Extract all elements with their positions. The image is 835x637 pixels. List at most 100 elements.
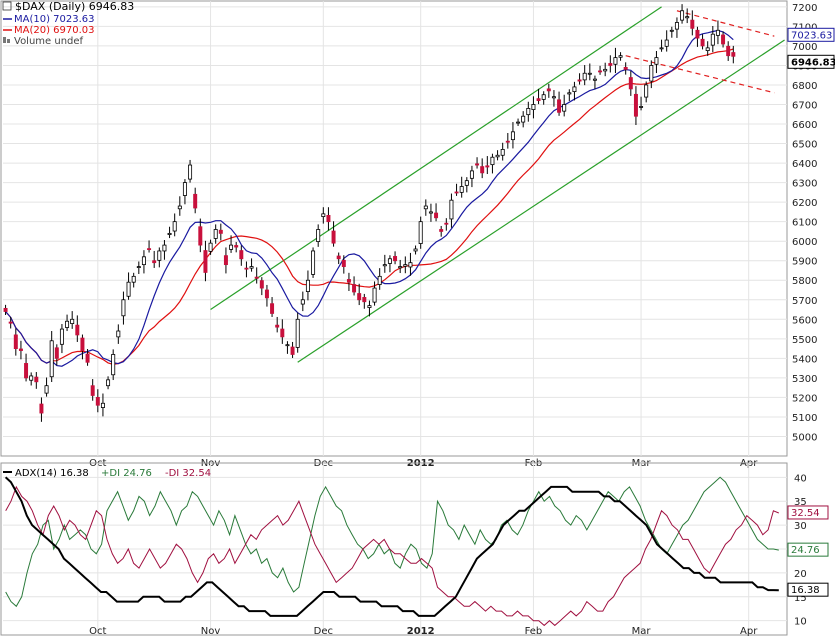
candle-up	[428, 211, 433, 214]
adx-x-tick-label: Nov	[201, 626, 221, 637]
price-y-tick-label: 7200	[792, 3, 817, 14]
candle-up	[177, 205, 182, 210]
price-trendlines	[210, 6, 785, 363]
candle-up	[136, 266, 141, 268]
candle-down	[352, 284, 357, 293]
candle-down	[3, 307, 8, 312]
adx-legend: ADX(14) 16.38 +DI 24.76 -DI 32.54	[3, 468, 211, 479]
candle-up	[229, 244, 234, 250]
candle-down	[608, 63, 613, 66]
candle-down	[244, 267, 249, 270]
candle-up	[167, 232, 172, 235]
price-y-tick-label: 5900	[792, 257, 817, 268]
candle-down	[259, 280, 264, 289]
candle-down	[152, 260, 157, 264]
candle-up	[49, 340, 54, 378]
candle-down	[505, 140, 510, 143]
candle-down	[444, 222, 449, 225]
candle-up	[182, 182, 187, 196]
candle-up	[710, 33, 715, 46]
minus-di-legend-label: -DI 32.54	[165, 468, 211, 479]
candle-down	[54, 347, 59, 359]
candle-down	[13, 334, 18, 349]
adx-x-tick-label: Feb	[525, 626, 543, 637]
adx-x-axis: Oct Nov Dec 2012 Feb Mar Apr	[89, 626, 758, 637]
candle-down	[90, 385, 95, 396]
candle-down	[234, 245, 239, 248]
candle-down	[8, 321, 13, 324]
adx-tag-box	[787, 505, 829, 520]
candle-up	[644, 84, 649, 98]
candle-down	[357, 293, 362, 301]
candle-up	[100, 402, 105, 408]
candle-down	[18, 348, 23, 351]
candle-up	[213, 229, 218, 239]
candle-down	[439, 229, 444, 232]
candle-down	[341, 259, 346, 267]
candle-up	[526, 108, 531, 116]
price-y-tick-label: 5500	[792, 335, 817, 346]
candle-up	[449, 199, 454, 220]
candle-down	[633, 93, 638, 117]
price-y-tick-label: 6800	[792, 81, 817, 92]
candle-up	[582, 72, 587, 81]
red-dashed-trendline	[625, 55, 775, 94]
candle-up	[157, 250, 162, 261]
candle-down	[695, 29, 700, 39]
candle-up	[680, 10, 685, 21]
candle-down	[39, 403, 44, 414]
last-close-tag: 6946.83	[791, 57, 835, 68]
candle-down	[270, 303, 275, 314]
volume-legend-label: Volume undef	[14, 36, 84, 47]
adx-series-di	[5, 485, 779, 627]
candle-up	[592, 78, 597, 81]
candle-up	[613, 57, 618, 65]
candle-down	[34, 376, 39, 383]
plus-di-legend-label: +DI 24.76	[101, 468, 152, 479]
adx-x-tick-label: Dec	[314, 626, 333, 637]
candle-up	[172, 221, 177, 232]
candle-up	[500, 149, 505, 156]
price-y-tick-label: 6200	[792, 198, 817, 209]
candle-down	[198, 226, 203, 246]
candle-up	[131, 275, 136, 283]
candle-up	[562, 104, 567, 112]
candle-down	[95, 397, 100, 406]
candle-down	[536, 98, 541, 101]
candle-down	[690, 19, 695, 29]
adx-tag-value: 32.54	[791, 508, 820, 519]
price-y-tick-label: 6000	[792, 237, 817, 248]
candle-down	[557, 99, 562, 113]
candle-up	[29, 375, 34, 381]
price-y-tick-label: 6600	[792, 120, 817, 131]
candle-up	[649, 65, 654, 82]
candle-down	[223, 255, 228, 266]
candle-up	[541, 94, 546, 100]
volume-legend-swatch-2	[7, 39, 10, 43]
candle-up	[531, 104, 536, 110]
candle-up	[295, 318, 300, 348]
candle-up	[367, 305, 372, 308]
price-y-tick-label: 5600	[792, 315, 817, 326]
candle-down	[218, 229, 223, 234]
adx-series-di	[5, 476, 779, 608]
candle-up	[208, 242, 213, 252]
green-channel-line	[210, 6, 662, 311]
candle-up	[603, 68, 608, 72]
ma10-value-tag-box	[787, 27, 835, 42]
candle-down	[623, 66, 628, 70]
candle-up	[321, 213, 326, 217]
candle-up	[490, 156, 495, 166]
price-title: $DAX (Daily) 6946.83	[15, 0, 134, 13]
candle-up	[659, 47, 664, 50]
adx-tag-value: 16.38	[791, 585, 820, 596]
ma10-legend-label: MA(10) 7023.63	[14, 14, 95, 25]
price-y-tick-label: 5000	[792, 432, 817, 443]
price-panel-frame	[0, 0, 788, 457]
price-y-tick-label: 5300	[792, 374, 817, 385]
price-candles	[3, 4, 736, 422]
candle-down	[598, 70, 603, 73]
candle-up	[413, 248, 418, 252]
candle-up	[44, 385, 49, 394]
green-channel-line	[297, 39, 785, 363]
